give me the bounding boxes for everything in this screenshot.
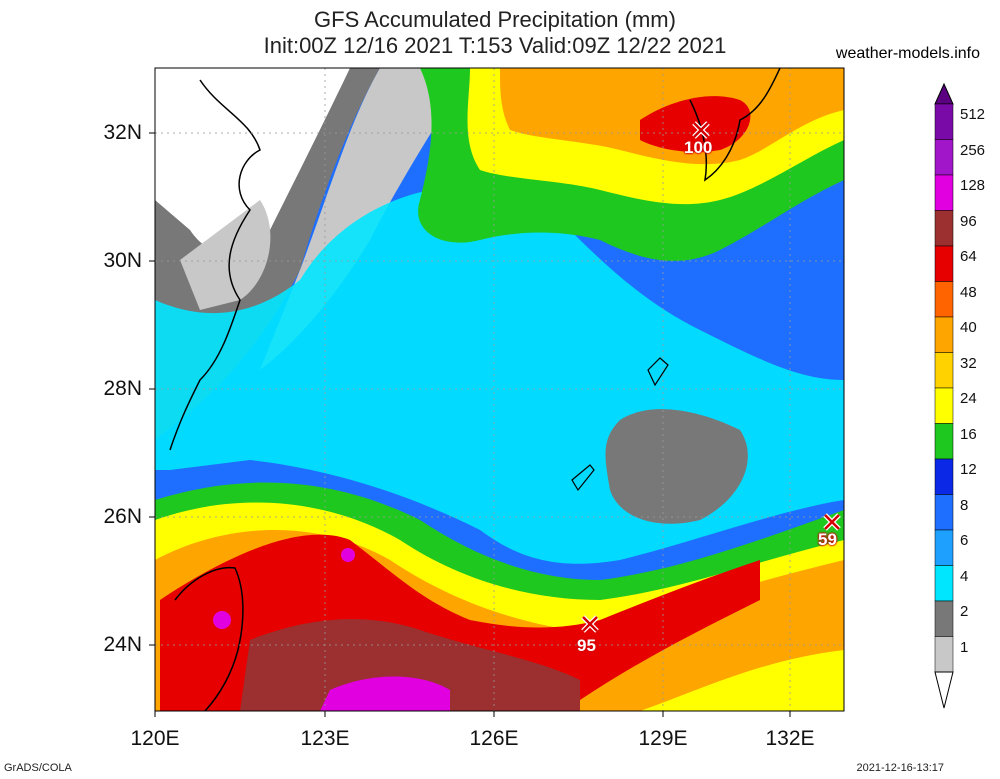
colorbar-label: 32 bbox=[960, 354, 977, 372]
lat-label: 32N bbox=[103, 121, 142, 144]
colorbar-label: 256 bbox=[960, 141, 986, 159]
colorbar-label: 48 bbox=[960, 283, 977, 301]
colorbar-swatch bbox=[934, 139, 954, 176]
colorbar-label: 8 bbox=[960, 496, 969, 514]
lon-label: 126E bbox=[469, 727, 519, 750]
colorbar-swatch bbox=[934, 423, 954, 460]
chart-subtitle: Init:00Z 12/16 2021 T:153 Valid:09Z 12/2… bbox=[263, 33, 727, 58]
colorbar-label: 12 bbox=[960, 461, 977, 478]
max-marker-label: 95 bbox=[577, 636, 596, 655]
max-marker-label: 59 bbox=[818, 530, 837, 549]
colorbar-label: 1 bbox=[960, 638, 969, 656]
colorbar-label: 512 bbox=[960, 106, 986, 123]
colorbar-swatch bbox=[934, 281, 954, 318]
footer-credit: GrADS/COLA bbox=[4, 762, 72, 774]
lat-label: 26N bbox=[103, 505, 142, 528]
precip-field bbox=[155, 68, 844, 711]
colorbar-label: 64 bbox=[960, 248, 977, 265]
lon-label: 132E bbox=[765, 727, 815, 750]
lon-label: 120E bbox=[130, 727, 180, 750]
colorbar bbox=[934, 82, 954, 709]
brand-label: weather-models.info bbox=[835, 45, 980, 62]
colorbar-swatch bbox=[934, 600, 954, 637]
colorbar-swatch bbox=[934, 245, 954, 282]
lon-label: 123E bbox=[300, 727, 350, 750]
colorbar-label: 4 bbox=[960, 567, 969, 585]
colorbar-swatch bbox=[934, 636, 954, 673]
colorbar-swatch bbox=[934, 316, 954, 353]
colorbar-swatch bbox=[934, 458, 954, 495]
colorbar-swatch bbox=[934, 103, 954, 140]
lat-label: 28N bbox=[103, 377, 142, 400]
colorbar-label: 24 bbox=[960, 390, 977, 407]
lat-label: 24N bbox=[103, 633, 142, 656]
chart-title: GFS Accumulated Precipitation (mm) bbox=[314, 7, 676, 32]
colorbar-swatch bbox=[934, 529, 954, 566]
colorbar-label: 128 bbox=[960, 177, 986, 194]
lat-label: 30N bbox=[103, 249, 142, 272]
footer-timestamp: 2021-12-16-13:17 bbox=[856, 762, 944, 774]
colorbar-label: 2 bbox=[960, 603, 969, 620]
colorbar-swatch bbox=[934, 494, 954, 531]
colorbar-top-arrow bbox=[934, 82, 954, 105]
colorbar-label: 6 bbox=[960, 532, 969, 549]
colorbar-swatch bbox=[934, 352, 954, 389]
colorbar-swatch bbox=[934, 210, 954, 247]
colorbar-swatch bbox=[934, 565, 954, 602]
colorbar-swatch bbox=[934, 387, 954, 424]
colorbar-bottom-arrow bbox=[934, 671, 954, 709]
colorbar-swatch bbox=[934, 174, 954, 211]
colorbar-label: 16 bbox=[960, 425, 977, 443]
colorbar-label: 40 bbox=[960, 319, 977, 336]
max-marker-label: 100 bbox=[684, 138, 713, 157]
colorbar-label: 96 bbox=[960, 212, 977, 230]
lon-label: 129E bbox=[638, 727, 688, 750]
